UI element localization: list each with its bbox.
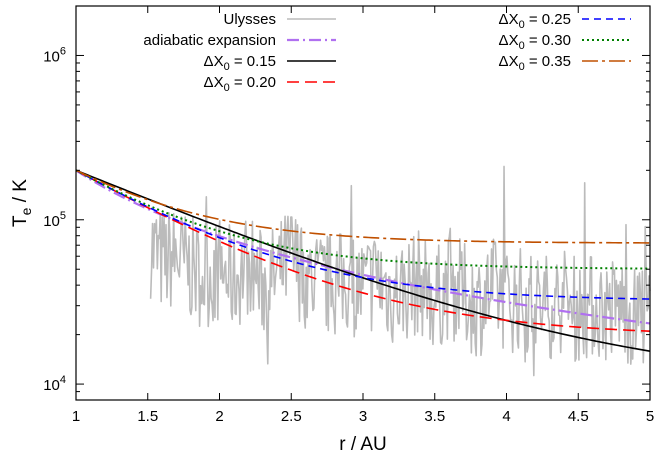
legend-label-3: ΔX0 = 0.20 bbox=[204, 74, 276, 94]
legend-label-5: ΔX0 = 0.30 bbox=[499, 32, 571, 52]
series-line-6 bbox=[75, 169, 651, 244]
series-line-3 bbox=[75, 169, 651, 332]
y-axis-label-main: T bbox=[10, 215, 31, 227]
x-tick-label: 2 bbox=[215, 408, 223, 425]
x-tick-label: 4.5 bbox=[568, 408, 589, 425]
x-tick-label: 4 bbox=[502, 408, 510, 425]
series-line-1 bbox=[75, 169, 651, 325]
x-tick-label: 1 bbox=[72, 408, 80, 425]
series-line-5 bbox=[75, 169, 651, 270]
x-tick-label: 3.5 bbox=[424, 408, 445, 425]
y-tick-label: 104 bbox=[43, 374, 66, 394]
axis-layer: 1 1.5 2 2.5 3 3.5 4 4.5 5 104 105 106 bbox=[43, 5, 654, 425]
legend-label-0: Ulysses bbox=[223, 11, 276, 28]
x-tick-label: 2.5 bbox=[281, 408, 302, 425]
legend-label-1: adiabatic expansion bbox=[143, 32, 276, 49]
plot-layer bbox=[75, 165, 651, 377]
y-axis-label-sub: e bbox=[18, 207, 34, 215]
legend-label-4: ΔX0 = 0.25 bbox=[499, 11, 571, 31]
x-tick-label: 5 bbox=[646, 408, 654, 425]
legend-label-6: ΔX0 = 0.35 bbox=[499, 53, 571, 73]
x-axis-label: r / AU bbox=[339, 434, 387, 455]
series-line-2 bbox=[75, 169, 651, 352]
x-tick-label: 1.5 bbox=[137, 408, 158, 425]
legend-label-2: ΔX0 = 0.15 bbox=[204, 53, 276, 73]
y-tick-label: 105 bbox=[43, 210, 66, 230]
x-tick-label: 3 bbox=[359, 408, 367, 425]
y-axis-label: Te / K bbox=[10, 179, 34, 227]
y-axis-label-unit: / K bbox=[10, 179, 31, 208]
series-line-0 bbox=[149, 165, 651, 377]
y-tick-label: 106 bbox=[43, 45, 66, 65]
